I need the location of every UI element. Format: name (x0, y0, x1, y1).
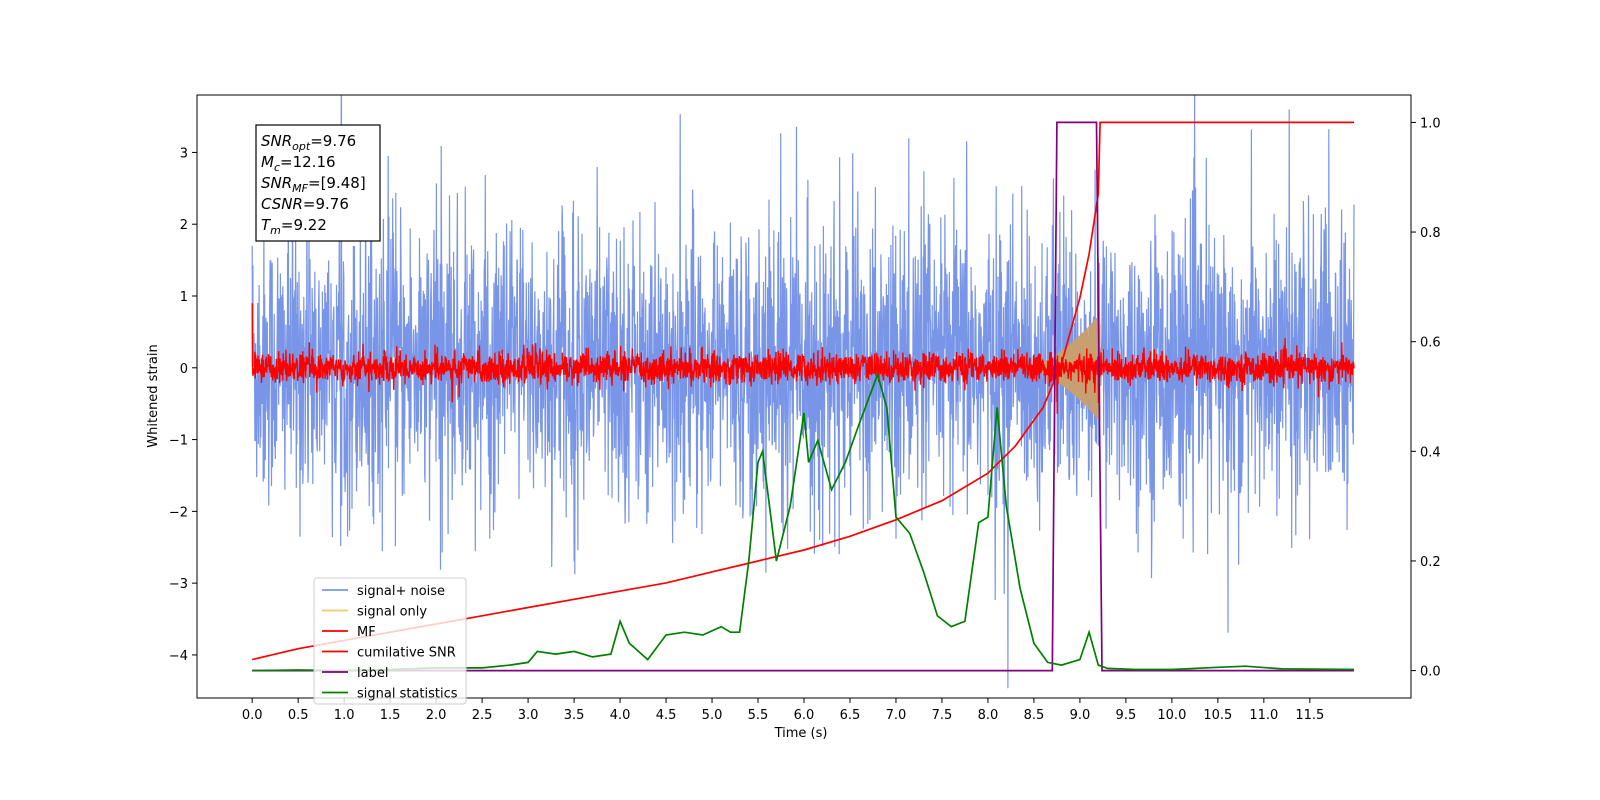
x-tick-label: 5.5 (748, 708, 769, 723)
x-tick-label: 7.5 (932, 708, 953, 723)
x-tick-label: 1.0 (334, 708, 355, 723)
info-value: =12.16 (280, 153, 336, 171)
info-subscript: MF (292, 182, 308, 195)
info-line: CSNR=9.76 (261, 195, 349, 213)
info-subscript: opt (292, 140, 311, 153)
y-left-tick-label: 1 (180, 290, 188, 305)
x-tick-label: 4.0 (610, 708, 631, 723)
info-value: =[9.48] (308, 174, 366, 192)
x-tick-label: 9.5 (1116, 708, 1137, 723)
y-left-tick-label: 3 (180, 146, 188, 161)
y-left-tick-label: 0 (180, 362, 188, 377)
info-symbol: SNR (261, 132, 292, 150)
info-subscript: m (270, 224, 281, 237)
x-tick-label: 10.0 (1157, 708, 1186, 723)
x-tick-label: 8.5 (1024, 708, 1045, 723)
x-tick-label: 8.0 (978, 708, 999, 723)
y-axis-label: Whitened strain (146, 344, 161, 447)
x-tick-label: 11.5 (1295, 708, 1324, 723)
x-tick-label: 6.0 (794, 708, 815, 723)
info-value: =9.22 (281, 216, 327, 234)
x-tick-label: 2.5 (472, 708, 493, 723)
info-line: SNRopt=9.76 (261, 132, 356, 153)
y-left-tick-label: −1 (169, 434, 188, 449)
x-tick-label: 11.0 (1249, 708, 1278, 723)
y-left-tick-label: 2 (180, 218, 188, 233)
info-symbol: SNR (261, 174, 292, 192)
x-tick-label: 9.0 (1070, 708, 1091, 723)
y-left-tick-label: −4 (169, 649, 188, 664)
series-signal-statistics (252, 371, 1355, 672)
x-tick-label: 3.0 (518, 708, 539, 723)
axes-layer: 0.0 0.5 1.0 1.5 2.0 2.5 3.0 3.5 4.0 4.5 5.0 5.5 6.0 6… (169, 116, 1441, 723)
info-line: Tm=9.22 (261, 216, 327, 237)
x-tick-label: 2.0 (426, 708, 447, 723)
y-right-tick-label: 1.0 (1420, 116, 1441, 131)
y-right-tick-label: 0.6 (1420, 336, 1441, 351)
y-right-tick-label: 0.2 (1420, 555, 1441, 570)
x-tick-label: 1.5 (380, 708, 401, 723)
legend: signal+ noise signal only MF cumilative SNR… (313, 577, 467, 705)
x-tick-label: 4.5 (656, 708, 677, 723)
info-value: =9.76 (310, 132, 356, 150)
info-box: SNRopt=9.76Mc=12.16SNRMF=[9.48]CSNR=9.76… (255, 124, 381, 242)
info-symbol: CSNR (261, 195, 303, 213)
info-box-frame (255, 124, 381, 242)
y-right-tick-label: 0.4 (1420, 445, 1441, 460)
x-tick-label: 5.0 (702, 708, 723, 723)
info-value: =9.76 (303, 195, 349, 213)
info-line: Mc=12.16 (261, 153, 336, 174)
info-symbol: M (261, 153, 274, 171)
legend-entry: label (357, 666, 388, 681)
x-tick-label: 0.0 (242, 708, 263, 723)
x-tick-label: 6.5 (840, 708, 861, 723)
y-left-tick-label: −2 (169, 505, 188, 520)
x-tick-label: 0.5 (288, 708, 309, 723)
x-tick-label: 7.0 (886, 708, 907, 723)
y-left-tick-label: −3 (169, 577, 188, 592)
legend-entry: cumilative SNR (357, 646, 456, 661)
info-symbol: T (261, 216, 272, 234)
series-layer (251, 95, 1355, 689)
series-mf (251, 303, 1355, 414)
legend-entry: signal only (357, 605, 427, 620)
y-right-tick-label: 0.0 (1420, 665, 1441, 680)
info-line: SNRMF=[9.48] (261, 174, 366, 195)
series-label (252, 121, 1354, 672)
legend-entry: signal+ noise (357, 584, 445, 599)
legend-frame (313, 577, 467, 705)
y-right-tick-label: 0.8 (1420, 226, 1441, 241)
x-axis-label: Time (s) (774, 726, 828, 741)
legend-entry: MF (357, 625, 376, 640)
legend-entry: signal statistics (357, 687, 458, 702)
info-subscript: c (274, 161, 280, 174)
x-tick-label: 10.5 (1203, 708, 1232, 723)
x-tick-label: 3.5 (564, 708, 585, 723)
